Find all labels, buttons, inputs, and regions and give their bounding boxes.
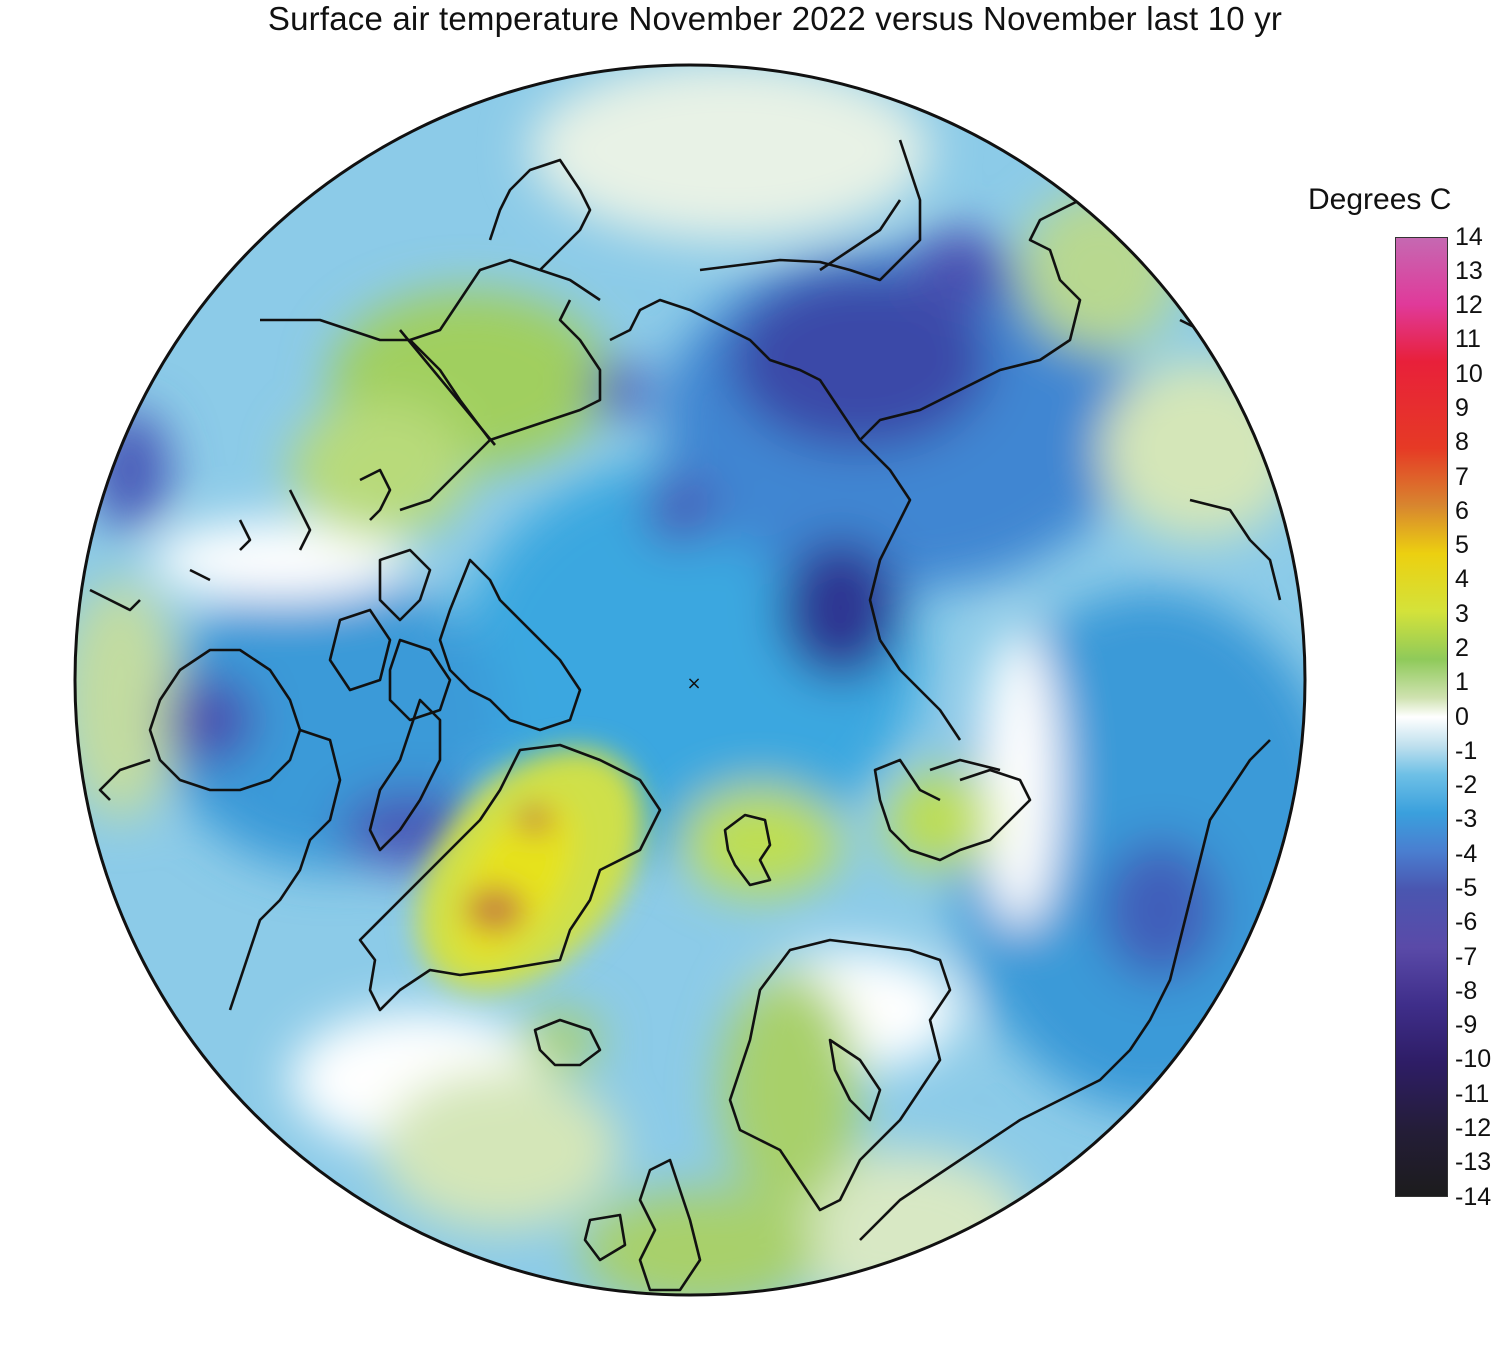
colorbar-tick-label: 2 xyxy=(1455,633,1469,662)
colorbar-tick-label: -3 xyxy=(1455,805,1478,834)
map-title: Surface air temperature November 2022 ve… xyxy=(267,0,1283,37)
colorbar-tick-label: -11 xyxy=(1455,1079,1490,1108)
colorbar-tick-label: 7 xyxy=(1455,462,1469,491)
colorbar-tick-label: 12 xyxy=(1455,291,1483,320)
colorbar-tick-label: 8 xyxy=(1455,428,1469,457)
colorbar-tick-label: -2 xyxy=(1455,771,1478,800)
colorbar-tick-label: -9 xyxy=(1455,1011,1478,1040)
colorbar-tick-label: 11 xyxy=(1455,325,1481,354)
colorbar-tick-label: 13 xyxy=(1455,256,1483,285)
colorbar-tick-label: 10 xyxy=(1455,359,1483,388)
colorbar-tick-label: -13 xyxy=(1455,1148,1492,1177)
north-pole-marker: × xyxy=(686,673,701,694)
colorbar-tick-label: 9 xyxy=(1455,393,1469,422)
colorbar-tick-label: 0 xyxy=(1455,702,1469,731)
colorbar-tick-label: -14 xyxy=(1455,1182,1492,1211)
colorbar-ticks: 14 13 12 11 10 9 8 7 6 5 4 3 2 1 0 -1 -2 -3 -4 -5 -6 -7 -8 -9 -1… xyxy=(1455,0,1500,1361)
temperature-field xyxy=(75,65,1305,1295)
colorbar-tick-label: 14 xyxy=(1455,222,1483,251)
colorbar-tick-label: -1 xyxy=(1455,736,1478,765)
colorbar-gradient xyxy=(1395,237,1448,1197)
colorbar-tick-label: 6 xyxy=(1455,496,1469,525)
colorbar xyxy=(1395,237,1448,1197)
colorbar-tick-label: 4 xyxy=(1455,565,1469,594)
colorbar-tick-label: 5 xyxy=(1455,531,1469,560)
colorbar-tick-label: -10 xyxy=(1455,1045,1492,1074)
colorbar-tick-label: -8 xyxy=(1455,976,1478,1005)
colorbar-tick-label: -7 xyxy=(1455,942,1478,971)
colorbar-tick-label: -6 xyxy=(1455,908,1478,937)
globe-outline xyxy=(73,63,1307,1297)
colorbar-tick-label: -4 xyxy=(1455,839,1478,868)
colorbar-tick-label: -5 xyxy=(1455,873,1478,902)
colorbar-tick-label: 1 xyxy=(1455,668,1469,697)
colorbar-tick-label: -12 xyxy=(1455,1113,1492,1142)
colorbar-tick-label: 3 xyxy=(1455,599,1469,628)
legend-title: Degrees C xyxy=(1308,183,1452,216)
